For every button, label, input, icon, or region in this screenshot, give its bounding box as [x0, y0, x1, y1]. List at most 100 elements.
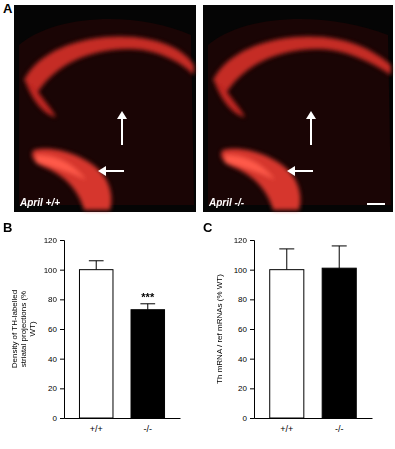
- tick-mark: [60, 299, 64, 300]
- micrograph: April -/-: [203, 5, 393, 212]
- tick: +/+: [90, 418, 103, 434]
- arrow: [121, 115, 123, 145]
- tick: 20: [48, 384, 64, 393]
- tick: 40: [48, 355, 64, 364]
- striatum-signal: [213, 36, 391, 95]
- tick: 120: [234, 236, 254, 245]
- tick: -/-: [335, 418, 344, 434]
- tick-mark: [250, 388, 254, 389]
- arrow: [310, 115, 312, 145]
- tick-mark: [250, 270, 254, 271]
- panel-letter: B: [3, 220, 12, 235]
- axis-line: [255, 418, 373, 419]
- bar: [131, 310, 165, 418]
- section-outline: [208, 19, 391, 205]
- tick-label: 100: [44, 266, 58, 275]
- tick-mark: [250, 359, 254, 360]
- tick-label: 0: [243, 414, 248, 423]
- tick: 60: [238, 325, 254, 334]
- tick-mark: [60, 329, 64, 330]
- tick-mark: [60, 240, 64, 241]
- tick-label: 80: [238, 295, 247, 304]
- tick-label: -/-: [335, 424, 344, 434]
- striatum-signal: [24, 36, 194, 95]
- tick: 60: [48, 325, 64, 334]
- tick: -/-: [144, 418, 153, 434]
- tick: 80: [48, 295, 64, 304]
- tick-label: 40: [238, 355, 247, 364]
- tick-label: -/-: [144, 424, 153, 434]
- tick-label: 40: [48, 355, 57, 364]
- arrow-head: [306, 111, 316, 119]
- tick: 100: [44, 266, 64, 275]
- fluorescence: [213, 36, 391, 210]
- significance: ***: [141, 291, 155, 303]
- x-axis: +/+ -/-: [65, 418, 181, 434]
- midbrain-signal: [36, 155, 86, 180]
- tick-label: 120: [234, 236, 248, 245]
- image-label: April -/-: [208, 197, 245, 208]
- axis-title: Density of TH-labelledstriatal projectio…: [10, 290, 37, 369]
- image-background: [203, 5, 393, 212]
- tick-mark: [250, 299, 254, 300]
- x-axis: +/+ -/-: [255, 418, 373, 434]
- tick-label: 0: [53, 414, 58, 423]
- y-axis: 0 20 40 60 80 100 120: [44, 236, 65, 423]
- error-bar: [89, 261, 104, 270]
- tick-label: 120: [44, 236, 58, 245]
- y-axis: 0 20 40 60 80 100 120: [234, 236, 255, 423]
- image-label: April +/+: [19, 197, 60, 208]
- panel-letter: A: [3, 1, 13, 16]
- plot-area: [79, 261, 164, 418]
- tick-label: 20: [48, 384, 57, 393]
- axis-line: [60, 241, 65, 419]
- tick: 20: [238, 384, 254, 393]
- axis-line: [250, 241, 255, 419]
- tick-label: +/+: [280, 424, 293, 434]
- error-bar: [140, 304, 155, 310]
- bar: [322, 268, 356, 418]
- tick-label: +/+: [90, 424, 103, 434]
- section-outline: [19, 19, 194, 205]
- fluorescence: [24, 36, 194, 210]
- bar-chart: B 0 20 40 60 80 100 120 +/+ -/- Density of TH-labe…: [3, 220, 181, 434]
- striatum-signal: [26, 83, 56, 117]
- error-bar: [332, 246, 347, 268]
- panel-letter: C: [203, 220, 213, 235]
- bar: [270, 270, 304, 418]
- tick-label: 80: [48, 295, 57, 304]
- plot-area: [270, 246, 357, 418]
- tick: +/+: [280, 418, 293, 434]
- error-bar: [279, 249, 294, 270]
- tick: 0: [53, 414, 64, 423]
- bar-chart: C 0 20 40 60 80 100 120 +/+ -/- Th mRNA / ref mRNA…: [203, 220, 373, 434]
- tick-label: 60: [238, 325, 247, 334]
- arrow-head: [287, 166, 295, 176]
- tick-mark: [60, 270, 64, 271]
- tick-mark: [60, 359, 64, 360]
- tick-mark: [250, 418, 254, 419]
- midbrain-signal: [225, 155, 275, 180]
- tick: 80: [238, 295, 254, 304]
- bar: [79, 270, 113, 418]
- tick-mark: [250, 329, 254, 330]
- arrow-head: [117, 111, 127, 119]
- image-background: [14, 5, 196, 212]
- axis-title: Th mRNA / ref mRNAs (% WT): [215, 274, 224, 384]
- figure: A April +/+ April -/- B 0 20 40 60 80 100 120 +/+ -/…: [0, 0, 395, 449]
- tick: 120: [44, 236, 64, 245]
- tick-label: 20: [238, 384, 247, 393]
- scale-bar: [367, 203, 385, 205]
- arrow-head: [98, 166, 106, 176]
- tick-mark: [60, 388, 64, 389]
- tick: 0: [243, 414, 254, 423]
- error-bars: [279, 246, 346, 270]
- tick: 100: [234, 266, 254, 275]
- tick-mark: [250, 240, 254, 241]
- tick-label: 60: [48, 325, 57, 334]
- axis-line: [65, 418, 181, 419]
- tick-mark: [60, 418, 64, 419]
- tick-label: 100: [234, 266, 248, 275]
- micrograph: April +/+: [14, 5, 196, 212]
- striatum-signal: [215, 83, 245, 117]
